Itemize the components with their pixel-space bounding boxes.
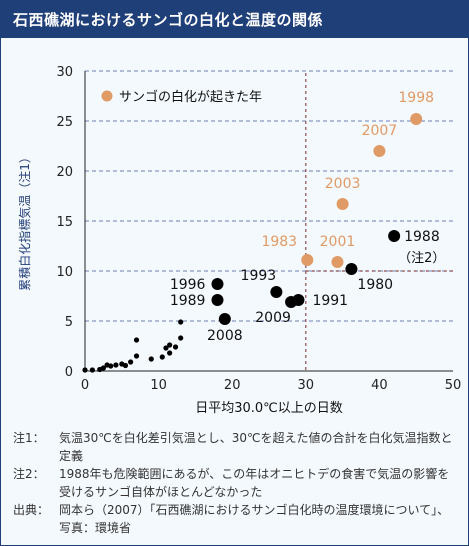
small-data-point [159,354,165,360]
data-label-2008: 2008 [207,328,243,344]
data-label-1989: 1989 [170,293,206,309]
data-note-1988: （注2） [398,251,445,266]
data-label-2009: 2009 [255,310,291,326]
data-point-1980 [345,263,358,275]
data-point-2001 [331,256,344,268]
small-data-point [172,344,179,350]
small-data-point [178,319,184,325]
data-point-1989 [211,294,224,306]
data-label-2007: 2007 [362,123,398,139]
data-point-1998 [410,113,423,125]
data-point-2009 [285,296,298,308]
note-2-text: 1988年も危険範囲にあるが、この年はオニヒトデの食害で気温の影響を受けるサンゴ… [59,467,450,499]
y-tick-label-0: 0 [65,365,73,380]
y-tick-label-30: 30 [56,65,73,80]
data-label-1980: 1980 [357,277,393,293]
figure-title: 石西礁湖におけるサンゴの白化と温度の関係 [13,11,324,29]
data-point-2003 [336,198,349,210]
small-data-point [108,363,114,369]
source-label: 出典： [13,503,50,517]
legend-label: サンゴの白化が起きた年 [119,89,262,105]
legend-marker [101,90,113,102]
y-tick-label-5: 5 [65,315,73,330]
note-1-text: 気温30℃を白化差引気温とし、30℃を超えた値の合計を白化気温指数と定義 [59,431,453,463]
y-tick-label-25: 25 [56,115,73,130]
data-label-1983: 1983 [261,234,297,250]
small-data-point [133,337,140,343]
small-data-point [82,367,88,373]
y-tick-label-20: 20 [56,165,73,180]
small-data-point [163,345,169,351]
y-axis-label: 累積白化指標気温（注1） [17,151,32,291]
small-data-point [178,335,184,341]
small-data-point [148,356,154,362]
notes: 注1： 気温30℃を白化差引気温とし、30℃を超えた値の合計を白化気温指数と定義… [13,429,461,537]
note-source: 出典： 岡本ら（2007）「石西礁湖におけるサンゴ白化時の温度環境について」、写… [13,501,461,537]
y-tick-label-10: 10 [56,265,73,280]
data-label-1988: 1988 [404,229,440,245]
x-axis-label: 日平均30.0℃以上の日数 [195,401,343,416]
y-tick-label-15: 15 [56,215,73,230]
data-label-1993: 1993 [241,268,277,284]
note-1: 注1： 気温30℃を白化差引気温とし、30℃を超えた値の合計を白化気温指数と定義 [13,429,461,465]
source-text: 岡本ら（2007）「石西礁湖におけるサンゴ白化時の温度環境について」、写真：環境… [59,503,450,535]
data-label-2003: 2003 [325,176,361,192]
data-point-1988 [388,230,401,242]
data-point-1993 [270,286,283,298]
note-2-label: 注2： [13,467,45,481]
note-1-label: 注1： [13,431,45,445]
small-data-point [113,362,119,368]
small-data-point [122,362,129,369]
x-tick-label-10: 10 [150,378,167,393]
small-data-point [128,359,134,365]
x-tick-label-50: 50 [445,378,462,393]
x-tick-label-30: 30 [298,378,315,393]
data-label-1998: 1998 [398,90,434,106]
small-data-point [89,367,95,373]
data-label-2001: 2001 [320,234,356,250]
x-tick-label-20: 20 [224,378,241,393]
data-point-2008 [218,313,231,325]
data-point-1983 [301,254,314,266]
title-bar: 石西礁湖におけるサンゴの白化と温度の関係 [1,1,468,38]
data-label-1991: 1991 [312,293,348,309]
x-tick-label-0: 0 [81,378,89,393]
data-label-1996: 1996 [170,277,206,293]
scatter-chart: 0 10 20 30 40 50 0 5 10 15 20 25 30 日平均30.0℃以上の日数 累積白化… [17,65,462,416]
data-point-2007 [373,145,386,157]
note-2: 注2： 1988年も危険範囲にあるが、この年はオニヒトデの食害で気温の影響を受け… [13,465,461,501]
small-data-point [100,365,106,371]
data-point-1996 [211,278,224,290]
small-data-point [133,353,140,359]
small-data-point [167,342,173,348]
x-tick-label-40: 40 [371,378,388,393]
small-data-point [167,350,173,356]
